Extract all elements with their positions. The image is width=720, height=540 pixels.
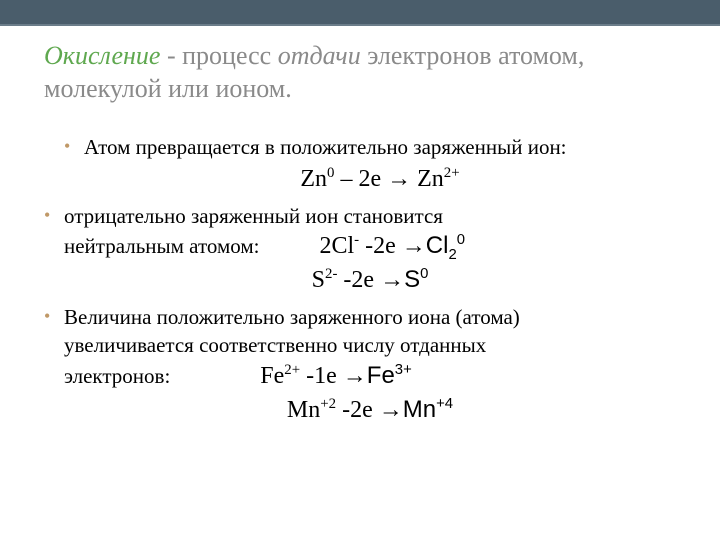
formula-zn: Zn0 – 2e → Zn2+ [84,163,676,195]
bullet-item-1: Атом превращается в положительно заряжен… [64,133,676,196]
bullet-item-3: Величина положительно заряженного иона (… [44,303,676,426]
bullet-text-3b: увеличивается соответственно числу отдан… [64,333,486,357]
bullet-text-3c: электронов: [64,362,170,390]
slide-title: Окисление - процесс отдачи электронов ат… [44,40,676,105]
top-bar [0,0,720,26]
bullet-item-2: отрицательно заряженный ион становится н… [44,202,676,297]
title-connector: - процесс [160,41,277,70]
title-highlight: Окисление [44,41,160,70]
formula-fe: Fe2+ -1e →Fe3+ [260,360,411,392]
formula-s: S2- -2e →S0 [64,264,676,296]
bullet-text-3a: Величина положительно заряженного иона (… [64,305,520,329]
bullet-list: Атом превращается в положительно заряжен… [44,133,676,426]
slide-content: Окисление - процесс отдачи электронов ат… [0,26,720,426]
formula-mn: Mn+2 -2e →Mn+4 [64,394,676,426]
bullet-text-1: Атом превращается в положительно заряжен… [84,135,567,159]
bullet-text-2a: отрицательно заряженный ион становится [64,204,443,228]
bullet-text-2b: нейтральным атомом: [64,232,259,260]
title-emphasis: отдачи [278,41,361,70]
formula-cl: 2Cl- -2e →Cl20 [319,230,465,262]
